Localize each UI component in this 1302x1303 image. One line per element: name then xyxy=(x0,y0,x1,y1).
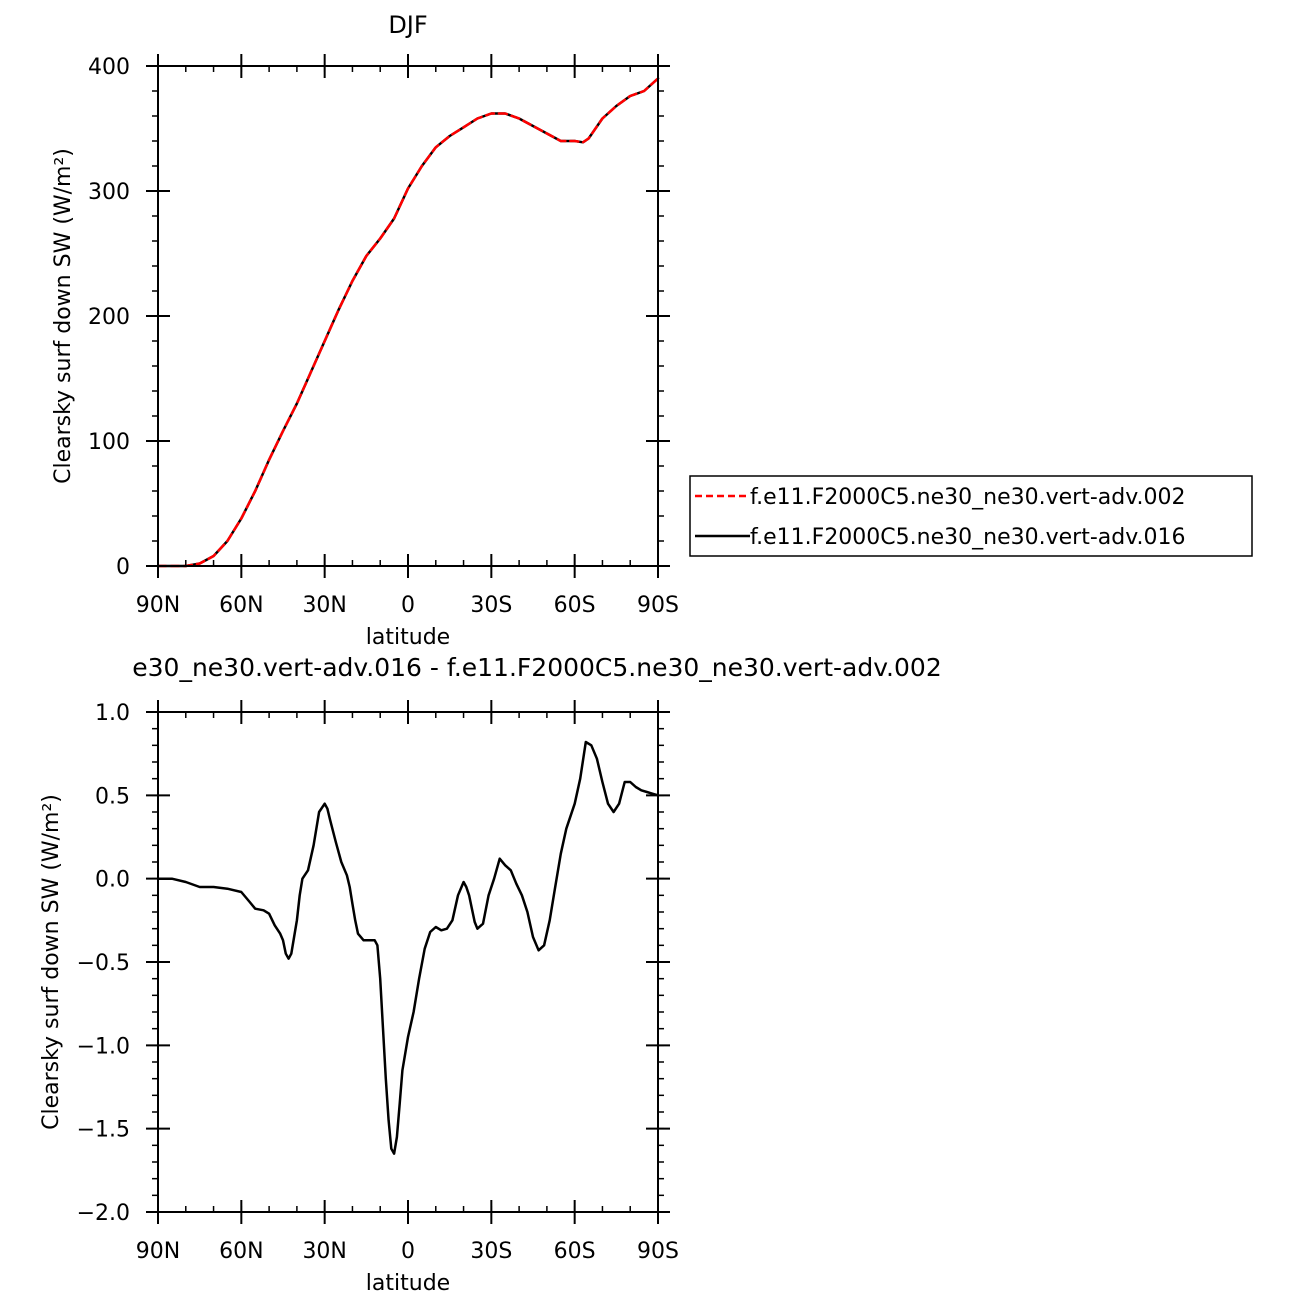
legend: f.e11.F2000C5.ne30_ne30.vert-adv.002 f.e… xyxy=(689,475,1253,557)
y-tick-label: 200 xyxy=(88,305,130,330)
y-tick-label: −1.5 xyxy=(77,1118,130,1143)
x-tick-label: 0 xyxy=(401,1239,415,1264)
series-line-0 xyxy=(156,740,660,1155)
x-tick-label: 30S xyxy=(470,1239,512,1264)
x-tick-label: 90N xyxy=(136,1239,180,1264)
series-line-0 xyxy=(156,77,660,568)
x-tick-label: 60N xyxy=(219,1239,263,1264)
x-tick-label: 60S xyxy=(554,593,596,618)
x-tick-label: 30S xyxy=(470,593,512,618)
y-tick-label: −0.5 xyxy=(77,951,130,976)
y-tick-label: 0.0 xyxy=(95,868,130,893)
bottom-y-axis-label: Clearsky surf down SW (W/m²) xyxy=(39,794,64,1130)
legend-box xyxy=(689,475,1253,557)
x-tick-label: 90N xyxy=(136,593,180,618)
series-line-1 xyxy=(156,77,660,568)
bottom-title: e30_ne30.vert-adv.016 - f.e11.F2000C5.ne… xyxy=(132,653,941,682)
top-x-axis-label: latitude xyxy=(366,625,450,650)
top-panel: DJF 90N 60N 30N 0 30S 60S 90S 0 100 200 300 400 la… xyxy=(51,11,679,650)
bottom-panel: e30_ne30.vert-adv.016 - f.e11.F2000C5.ne… xyxy=(39,653,942,1296)
x-tick-label: 30N xyxy=(302,1239,346,1264)
bottom-x-axis-label: latitude xyxy=(366,1271,450,1296)
y-tick-label: 100 xyxy=(88,430,130,455)
x-tick-label: 90S xyxy=(637,1239,679,1264)
y-tick-label: 1.0 xyxy=(95,701,130,726)
y-tick-label: 400 xyxy=(88,55,130,80)
y-tick-label: 300 xyxy=(88,180,130,205)
top-y-axis-label: Clearsky surf down SW (W/m²) xyxy=(51,148,76,484)
x-tick-label: 0 xyxy=(401,593,415,618)
y-tick-label: 0.5 xyxy=(95,784,130,809)
legend-label-0: f.e11.F2000C5.ne30_ne30.vert-adv.002 xyxy=(750,485,1186,510)
y-tick-label: 0 xyxy=(116,555,130,580)
x-tick-label: 60S xyxy=(554,1239,596,1264)
x-tick-label: 30N xyxy=(302,593,346,618)
y-tick-label: −2.0 xyxy=(77,1201,130,1226)
y-tick-label: −1.0 xyxy=(77,1034,130,1059)
bottom-plot-frame xyxy=(157,711,659,1213)
x-tick-label: 90S xyxy=(637,593,679,618)
legend-label-1: f.e11.F2000C5.ne30_ne30.vert-adv.016 xyxy=(750,525,1186,550)
top-title: DJF xyxy=(388,11,427,39)
x-tick-label: 60N xyxy=(219,593,263,618)
